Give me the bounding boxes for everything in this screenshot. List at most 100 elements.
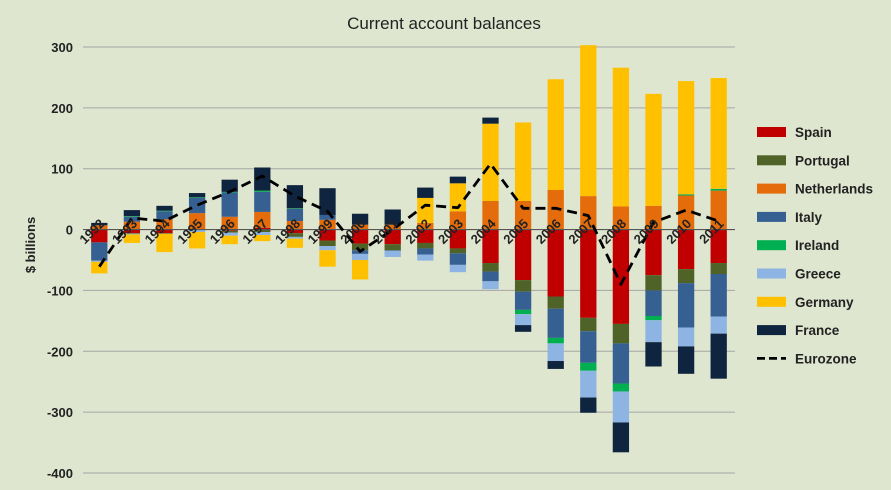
bar-france-2004 bbox=[482, 117, 499, 124]
bar-spain-2002 bbox=[417, 229, 434, 243]
bar-germany-2008 bbox=[612, 67, 630, 207]
chart-title: Current account balances bbox=[347, 14, 541, 33]
bar-ireland-2010 bbox=[677, 194, 695, 196]
bar-italy-2007 bbox=[580, 331, 597, 363]
bar-netherlands-2009 bbox=[645, 205, 662, 230]
y-tick-labels: -400 -300 -200 -100 0 100 200 300 bbox=[47, 40, 73, 481]
bar-spain-2006 bbox=[547, 229, 564, 297]
y-tick-label: 0 bbox=[66, 223, 73, 238]
bar-germany-2011 bbox=[710, 78, 727, 189]
bar-spain-2000 bbox=[351, 229, 369, 244]
bar-france-1999 bbox=[319, 188, 336, 215]
bars bbox=[91, 45, 727, 453]
bar-italy-2006 bbox=[547, 308, 564, 338]
bar-ireland-2005 bbox=[514, 309, 532, 315]
bar-portugal-1994 bbox=[156, 233, 173, 234]
bar-italy-2010 bbox=[677, 283, 695, 328]
bar-germany-2006 bbox=[547, 79, 564, 191]
y-tick-label: -400 bbox=[47, 466, 73, 481]
bar-greece-1997 bbox=[254, 232, 271, 236]
bar-spain-2005 bbox=[514, 229, 532, 281]
legend-label-spain: Spain bbox=[795, 125, 832, 140]
bar-ireland-1998 bbox=[286, 208, 304, 209]
legend-swatch-germany bbox=[757, 296, 786, 307]
bar-france-1995 bbox=[188, 193, 206, 198]
bar-spain-1997 bbox=[254, 227, 271, 230]
eurozone-line-group bbox=[98, 162, 720, 286]
bar-portugal-2004 bbox=[482, 263, 499, 272]
bar-germany-2000 bbox=[351, 260, 369, 280]
bar-portugal-2008 bbox=[612, 323, 630, 344]
bar-greece-1995 bbox=[188, 230, 206, 233]
bar-greece-2005 bbox=[514, 314, 532, 326]
bar-ireland-1993 bbox=[123, 216, 141, 217]
bar-italy-2002 bbox=[417, 248, 434, 255]
bar-germany-1999 bbox=[319, 250, 336, 267]
y-axis-label: $ billions bbox=[23, 217, 38, 273]
bar-portugal-2009 bbox=[645, 275, 662, 291]
bar-germany-2005 bbox=[514, 122, 532, 201]
bar-italy-2009 bbox=[645, 290, 662, 316]
bar-france-2010 bbox=[677, 346, 695, 374]
bar-greece-1992 bbox=[91, 260, 108, 262]
bar-greece-2009 bbox=[645, 320, 662, 343]
bar-portugal-1993 bbox=[123, 233, 141, 234]
bar-greece-2007 bbox=[580, 370, 597, 398]
bar-germany-2010 bbox=[677, 81, 695, 195]
bar-netherlands-1995 bbox=[188, 213, 206, 230]
bar-france-1997 bbox=[254, 167, 271, 191]
bar-netherlands-2004 bbox=[482, 200, 499, 230]
bar-ireland-2007 bbox=[580, 362, 597, 371]
bar-france-2009 bbox=[645, 342, 662, 367]
eurozone-line bbox=[98, 162, 720, 286]
legend-label-portugal: Portugal bbox=[795, 153, 850, 168]
bar-netherlands-2000 bbox=[351, 224, 369, 230]
bar-netherlands-2008 bbox=[612, 206, 630, 230]
bar-germany-1996 bbox=[221, 235, 238, 245]
bar-spain-2003 bbox=[449, 229, 467, 249]
bar-france-2008 bbox=[612, 422, 630, 453]
bar-portugal-2005 bbox=[514, 280, 532, 292]
legend-swatch-france bbox=[757, 325, 786, 336]
bar-greece-1999 bbox=[319, 246, 336, 251]
bar-italy-1994 bbox=[156, 211, 173, 220]
y-tick-label: -300 bbox=[47, 405, 73, 420]
bar-italy-1997 bbox=[254, 191, 271, 212]
bar-netherlands-1998 bbox=[286, 221, 304, 230]
legend-label-italy: Italy bbox=[795, 210, 823, 225]
y-tick-label: 300 bbox=[51, 40, 73, 55]
bar-spain-2007 bbox=[580, 229, 597, 318]
bar-netherlands-2002 bbox=[417, 222, 434, 230]
bar-spain-1998 bbox=[286, 229, 304, 234]
bar-france-2005 bbox=[514, 325, 532, 332]
bar-portugal-2011 bbox=[710, 263, 727, 274]
bar-france-2002 bbox=[417, 187, 434, 198]
bar-ireland-1994 bbox=[156, 210, 173, 212]
bar-germany-2007 bbox=[580, 45, 597, 197]
legend-swatch-netherlands bbox=[757, 183, 786, 194]
y-tick-label: 100 bbox=[51, 162, 73, 177]
bar-netherlands-1996 bbox=[221, 216, 238, 230]
bar-ireland-2011 bbox=[710, 188, 727, 191]
legend-swatch-italy bbox=[757, 211, 786, 222]
legend-swatch-portugal bbox=[757, 155, 786, 166]
bar-germany-1998 bbox=[286, 238, 304, 248]
bar-greece-2000 bbox=[351, 253, 369, 260]
bar-spain-1993 bbox=[123, 229, 141, 234]
bar-ireland-1995 bbox=[188, 197, 206, 198]
bar-italy-2003 bbox=[449, 253, 467, 265]
bar-france-2001 bbox=[384, 209, 401, 225]
bar-france-2007 bbox=[580, 397, 597, 413]
bar-spain-2004 bbox=[482, 229, 499, 264]
bar-spain-1996 bbox=[221, 229, 238, 231]
bar-italy-2004 bbox=[482, 271, 499, 282]
bar-netherlands-2010 bbox=[677, 195, 695, 230]
bar-france-1998 bbox=[286, 185, 304, 209]
legend-label-france: France bbox=[795, 323, 840, 338]
bar-spain-1992 bbox=[91, 229, 108, 243]
legend-label-ireland: Ireland bbox=[795, 238, 839, 253]
bar-spain-1999 bbox=[319, 229, 336, 241]
bar-france-1993 bbox=[123, 210, 141, 217]
bar-italy-2011 bbox=[710, 273, 727, 317]
